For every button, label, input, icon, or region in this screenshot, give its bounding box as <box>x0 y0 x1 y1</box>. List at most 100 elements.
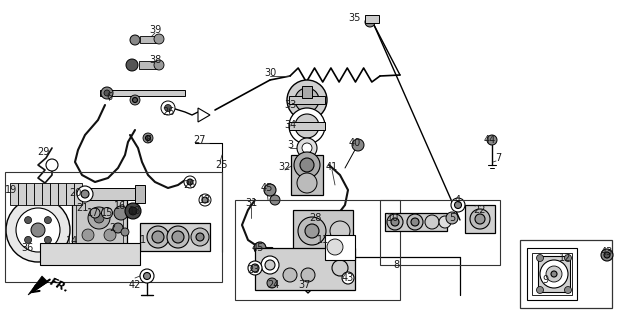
Text: 18: 18 <box>129 206 141 216</box>
Circle shape <box>104 90 110 96</box>
Circle shape <box>391 218 399 226</box>
Text: 25: 25 <box>216 160 228 170</box>
Circle shape <box>167 226 189 248</box>
Polygon shape <box>198 108 210 122</box>
Bar <box>302 86 312 98</box>
Circle shape <box>425 215 439 229</box>
Bar <box>139 61 157 69</box>
Circle shape <box>94 213 104 223</box>
Circle shape <box>287 80 327 120</box>
Text: 37: 37 <box>299 280 311 290</box>
Circle shape <box>164 105 172 111</box>
Circle shape <box>31 223 45 237</box>
Text: 12: 12 <box>559 253 571 263</box>
Circle shape <box>475 214 485 224</box>
Circle shape <box>260 253 270 263</box>
Circle shape <box>126 59 138 71</box>
Circle shape <box>297 173 317 193</box>
Circle shape <box>143 133 153 143</box>
Circle shape <box>125 203 141 219</box>
Text: 6: 6 <box>145 135 151 145</box>
Circle shape <box>365 17 375 27</box>
Circle shape <box>199 194 211 206</box>
Bar <box>26 183 34 205</box>
Circle shape <box>77 186 93 202</box>
Text: 13: 13 <box>199 195 211 205</box>
Circle shape <box>261 256 279 274</box>
Text: 28: 28 <box>309 213 321 223</box>
Text: 39: 39 <box>149 25 161 35</box>
Circle shape <box>161 101 175 115</box>
Circle shape <box>387 214 403 230</box>
Circle shape <box>540 260 568 288</box>
Text: 34: 34 <box>284 120 296 130</box>
Text: 21: 21 <box>76 203 88 213</box>
Text: FR.: FR. <box>48 277 71 295</box>
Text: 44: 44 <box>484 135 496 145</box>
Circle shape <box>147 226 169 248</box>
Circle shape <box>101 87 113 99</box>
Bar <box>74 183 82 205</box>
Circle shape <box>25 236 32 244</box>
Bar <box>520 240 612 308</box>
Text: 26: 26 <box>183 180 195 190</box>
Circle shape <box>264 184 276 196</box>
Text: 11: 11 <box>317 235 329 245</box>
Bar <box>42 183 50 205</box>
Bar <box>100 90 185 96</box>
Text: 20: 20 <box>69 188 81 198</box>
Bar <box>34 183 42 205</box>
Circle shape <box>44 236 51 244</box>
Text: 3: 3 <box>287 140 293 150</box>
Circle shape <box>300 158 314 172</box>
Bar <box>58 183 66 205</box>
Bar <box>527 248 577 300</box>
Circle shape <box>451 198 465 212</box>
Circle shape <box>88 207 110 229</box>
Bar <box>66 183 74 205</box>
Bar <box>380 200 500 265</box>
Circle shape <box>129 207 137 215</box>
Text: 10: 10 <box>387 213 399 223</box>
Bar <box>532 253 572 295</box>
Circle shape <box>297 138 317 158</box>
Circle shape <box>294 152 320 178</box>
Text: 22: 22 <box>474 205 486 215</box>
Text: 43: 43 <box>342 273 354 283</box>
Circle shape <box>114 206 128 220</box>
Bar <box>538 256 570 292</box>
Circle shape <box>143 273 151 279</box>
Text: 23: 23 <box>247 265 259 275</box>
Circle shape <box>330 221 350 241</box>
Circle shape <box>454 202 462 209</box>
Text: 42: 42 <box>129 280 141 290</box>
Bar <box>289 122 325 130</box>
Text: 26: 26 <box>162 107 174 117</box>
Bar <box>291 155 323 195</box>
Bar <box>50 183 58 205</box>
Text: 7: 7 <box>495 153 501 163</box>
Circle shape <box>407 214 423 230</box>
Circle shape <box>327 239 343 255</box>
Bar <box>325 235 355 260</box>
Circle shape <box>82 229 94 241</box>
Bar <box>293 210 353 252</box>
Bar <box>80 188 135 200</box>
Text: 24: 24 <box>267 280 279 290</box>
Circle shape <box>184 176 196 188</box>
Circle shape <box>342 272 354 284</box>
Circle shape <box>81 190 89 198</box>
Circle shape <box>546 266 562 282</box>
Circle shape <box>251 264 259 272</box>
Circle shape <box>90 208 100 218</box>
Bar <box>385 213 447 231</box>
Circle shape <box>46 159 58 171</box>
Text: 33: 33 <box>284 100 296 110</box>
Bar <box>365 15 379 23</box>
Circle shape <box>536 286 543 293</box>
Circle shape <box>44 217 51 224</box>
Bar <box>76 200 123 245</box>
Text: 30: 30 <box>264 68 276 78</box>
Circle shape <box>187 179 193 185</box>
Text: 8: 8 <box>393 260 399 270</box>
